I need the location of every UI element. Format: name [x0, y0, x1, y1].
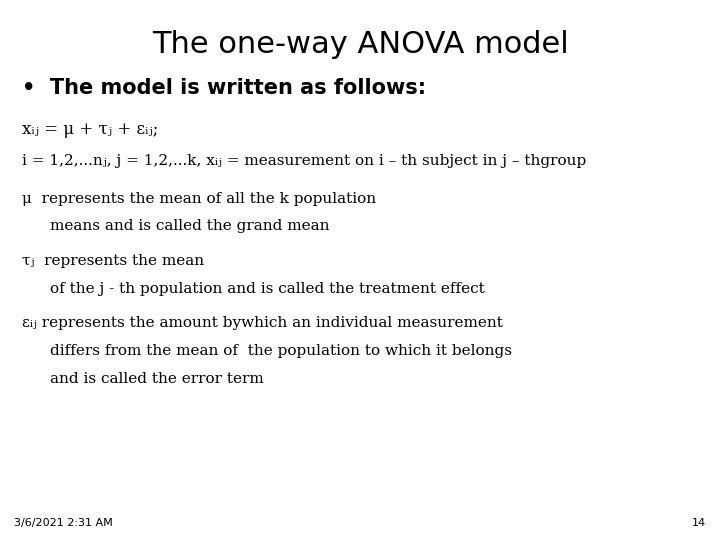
Text: μ  represents the mean of all the k population: μ represents the mean of all the k popul…: [22, 192, 376, 206]
Text: 14: 14: [691, 518, 706, 528]
Text: 3/6/2021 2:31 AM: 3/6/2021 2:31 AM: [14, 518, 113, 528]
Text: The one-way ANOVA model: The one-way ANOVA model: [152, 30, 568, 59]
Text: •  The model is written as follows:: • The model is written as follows:: [22, 78, 426, 98]
Text: τⱼ  represents the mean: τⱼ represents the mean: [22, 254, 204, 268]
Text: and is called the error term: and is called the error term: [50, 372, 264, 386]
Text: differs from the mean of  the population to which it belongs: differs from the mean of the population …: [50, 344, 513, 358]
Text: εᵢⱼ represents the amount bywhich an individual measurement: εᵢⱼ represents the amount bywhich an ind…: [22, 316, 503, 330]
Text: of the j - th population and is called the treatment effect: of the j - th population and is called t…: [50, 282, 485, 296]
Text: xᵢⱼ = μ + τⱼ + εᵢⱼ;: xᵢⱼ = μ + τⱼ + εᵢⱼ;: [22, 122, 158, 138]
Text: i = 1,2,...nⱼ, j = 1,2,...k, xᵢⱼ = measurement on i – th subject in j – thgroup: i = 1,2,...nⱼ, j = 1,2,...k, xᵢⱼ = measu…: [22, 154, 586, 168]
Text: means and is called the grand mean: means and is called the grand mean: [50, 219, 330, 233]
